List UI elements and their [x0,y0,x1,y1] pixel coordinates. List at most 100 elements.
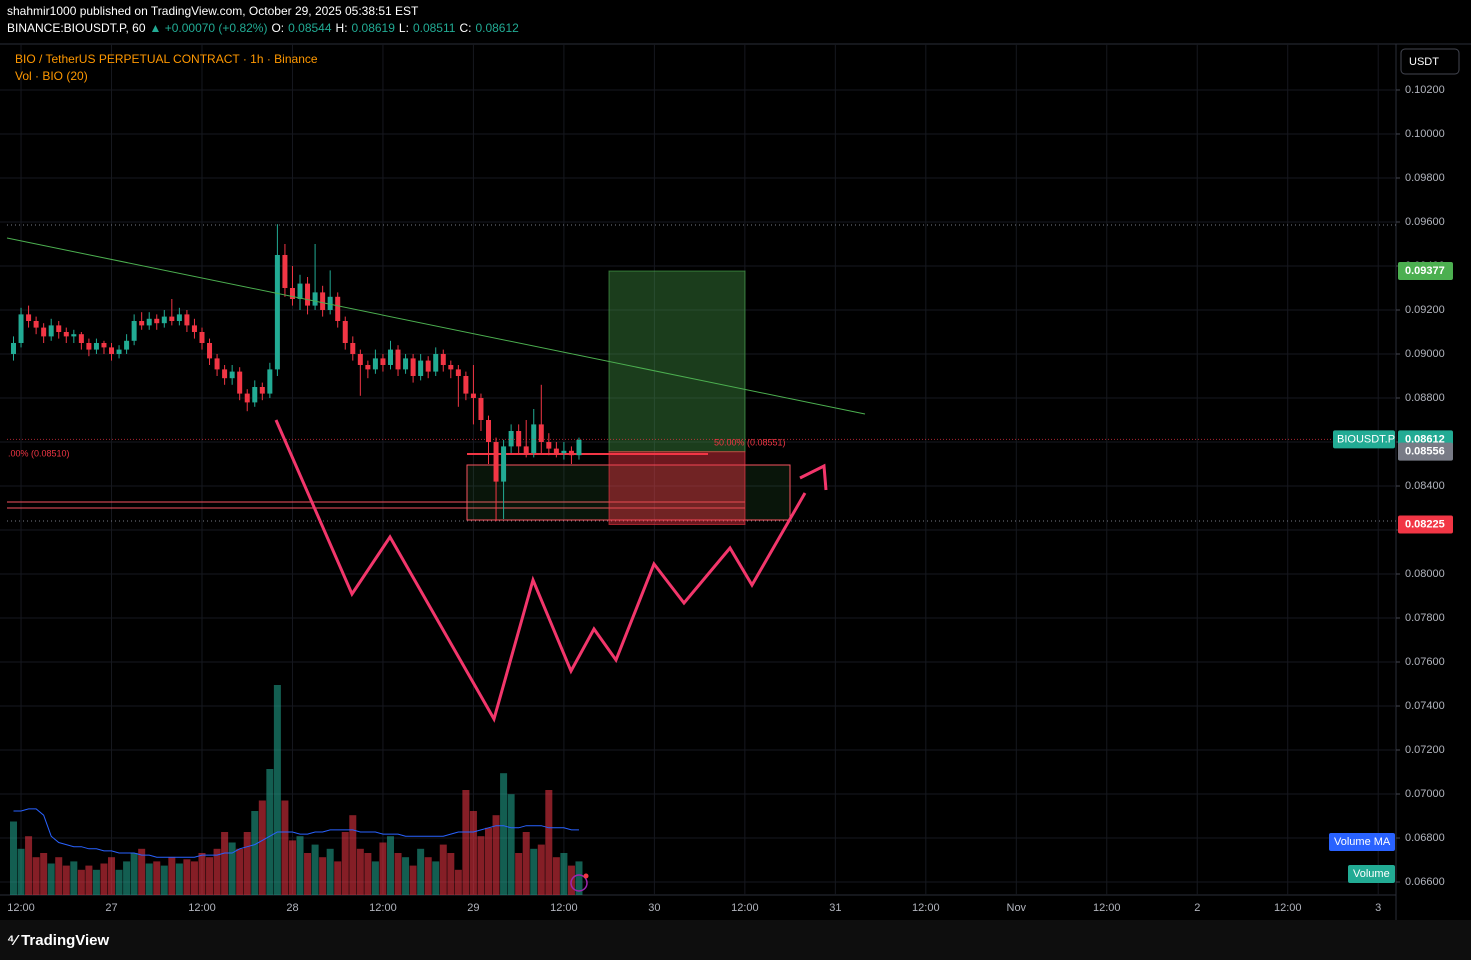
volume-bar [281,800,289,895]
volume-bar [356,848,364,895]
volume-bar [304,853,312,895]
candle-body [568,450,574,456]
candle-body [33,320,39,328]
candle-body [56,325,62,332]
candle-body [139,320,145,326]
axes: 0.102000.100000.098000.096000.094000.092… [7,84,1453,914]
x-tick-label: 12:00 [369,902,397,914]
y-tick-label: 0.09200 [1405,304,1445,316]
volume-bar [85,865,93,895]
candle-body [425,360,431,372]
candle-body [191,325,197,332]
x-tick-label: 29 [467,902,479,914]
volume-bar [123,861,131,895]
y-tick-label: 0.10000 [1405,128,1445,140]
candle-body [214,358,220,370]
volume-bar [500,773,508,895]
candle-body [252,386,258,403]
y-tick-label: 0.07400 [1405,700,1445,712]
ohlc-part: BINANCE:BIOUSDT.P, 60 [7,21,146,35]
ohlc-line: BINANCE:BIOUSDT.P, 60 ▲ +0.00070 (+0.82%)… [7,21,519,35]
volume-bar [334,861,342,895]
volume-bar [454,869,462,895]
volume-bar [371,861,379,895]
volume-bar [530,848,538,895]
volume-bar [545,790,553,895]
candle-body [274,254,280,370]
volume-ma-line [13,808,579,858]
fib-label: .00% (0.08510) [8,448,70,458]
drawings [6,237,866,892]
candle-body [387,349,393,365]
candle-body [101,342,107,348]
volume-bar [311,844,319,895]
price-marker-label: 0.08556 [1405,446,1445,458]
symbol-badge [1333,430,1395,449]
zone-box [466,464,791,521]
candle-body [463,375,469,394]
volume-bar [575,861,583,895]
ohlc-part: C: [459,21,471,35]
candle-body [403,358,409,370]
volume-bar [9,821,17,895]
fib-label: 50.00% (0.08551) [714,437,786,447]
candle-body [48,325,54,337]
volume-bar [130,853,138,895]
candle-body [18,314,24,343]
volume-ma-label: Volume MA [1334,836,1391,848]
volume-bar [213,848,221,895]
volume-bar [138,848,146,895]
volume-bar [206,857,214,895]
ohlc-part: 0.08511 [413,21,456,35]
volume-bar [115,869,123,895]
volume-pane [9,685,583,895]
volume-bar [492,815,500,895]
volume-bar [55,857,63,895]
candle-body [470,393,476,398]
volume-bar [447,853,455,895]
volume-bar [341,832,349,895]
ohlc-part: ▲ +0.00070 (+0.82%) [150,21,268,35]
candle-body [207,342,213,359]
candle-body [131,320,137,341]
symbol-label: BIOUSDT.P [1337,433,1395,445]
volume-bar [319,857,327,895]
price-marker [1398,262,1453,281]
volume-bar [364,853,372,895]
x-tick-label: 12:00 [7,902,35,914]
ohlc-part: H: [336,21,348,35]
candle-body [184,314,190,326]
x-tick-label: 3 [1375,902,1381,914]
candle-body [516,430,522,447]
brand-logo[interactable]: ⁴⁄ TradingView [7,932,110,949]
currency-button[interactable] [1400,48,1460,75]
volume-bar [62,865,70,895]
ohlc-part: O: [271,21,284,35]
x-tick-label: 12:00 [188,902,216,914]
price-marker-label: 0.08612 [1405,433,1445,445]
grid [0,44,1396,895]
volume-title: Vol · BIO (20) [15,69,88,83]
volume-bar [243,832,251,895]
candle-body [109,347,115,354]
volume-bar [296,836,304,895]
volume-bar [77,869,85,895]
y-tick-label: 0.07200 [1405,744,1445,756]
volume-bar [386,836,394,895]
price-marker-label: 0.09377 [1405,265,1445,277]
candle-body [26,314,32,321]
volume-bar [394,853,402,895]
volume-bar [40,853,48,895]
volume-bar [175,863,183,895]
volume-bar [507,794,515,895]
volume-bar [92,869,100,895]
alert-icon[interactable] [570,874,588,892]
zigzag-path [274,419,807,723]
arrow-head [799,463,828,491]
candle-body [553,448,559,453]
y-tick-label: 0.08400 [1405,480,1445,492]
y-tick-label: 0.08800 [1405,392,1445,404]
volume-bar [108,857,116,895]
candle-body [478,397,484,420]
candle-body [259,386,265,394]
